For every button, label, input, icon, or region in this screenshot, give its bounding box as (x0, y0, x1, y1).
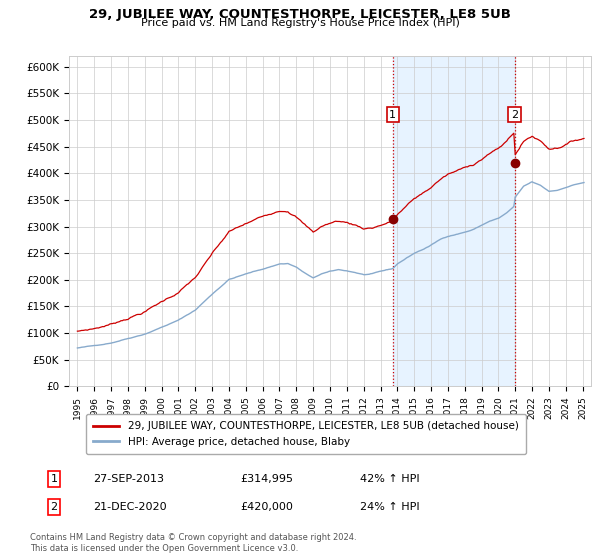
Text: 1: 1 (50, 474, 58, 484)
Bar (393, 56, 515, 386)
Text: 21-DEC-2020: 21-DEC-2020 (93, 502, 167, 512)
Text: Contains HM Land Registry data © Crown copyright and database right 2024.
This d: Contains HM Land Registry data © Crown c… (30, 533, 356, 553)
Text: 27-SEP-2013: 27-SEP-2013 (93, 474, 164, 484)
Text: Price paid vs. HM Land Registry's House Price Index (HPI): Price paid vs. HM Land Registry's House … (140, 18, 460, 29)
Legend: 29, JUBILEE WAY, COUNTESTHORPE, LEICESTER, LE8 5UB (detached house), HPI: Averag: 29, JUBILEE WAY, COUNTESTHORPE, LEICESTE… (86, 414, 526, 454)
Text: 1: 1 (389, 110, 397, 120)
Text: £314,995: £314,995 (240, 474, 293, 484)
Text: 2: 2 (50, 502, 58, 512)
Text: 29, JUBILEE WAY, COUNTESTHORPE, LEICESTER, LE8 5UB: 29, JUBILEE WAY, COUNTESTHORPE, LEICESTE… (89, 8, 511, 21)
Text: 2: 2 (511, 110, 518, 120)
Text: 24% ↑ HPI: 24% ↑ HPI (360, 502, 419, 512)
Text: £420,000: £420,000 (240, 502, 293, 512)
Text: 42% ↑ HPI: 42% ↑ HPI (360, 474, 419, 484)
